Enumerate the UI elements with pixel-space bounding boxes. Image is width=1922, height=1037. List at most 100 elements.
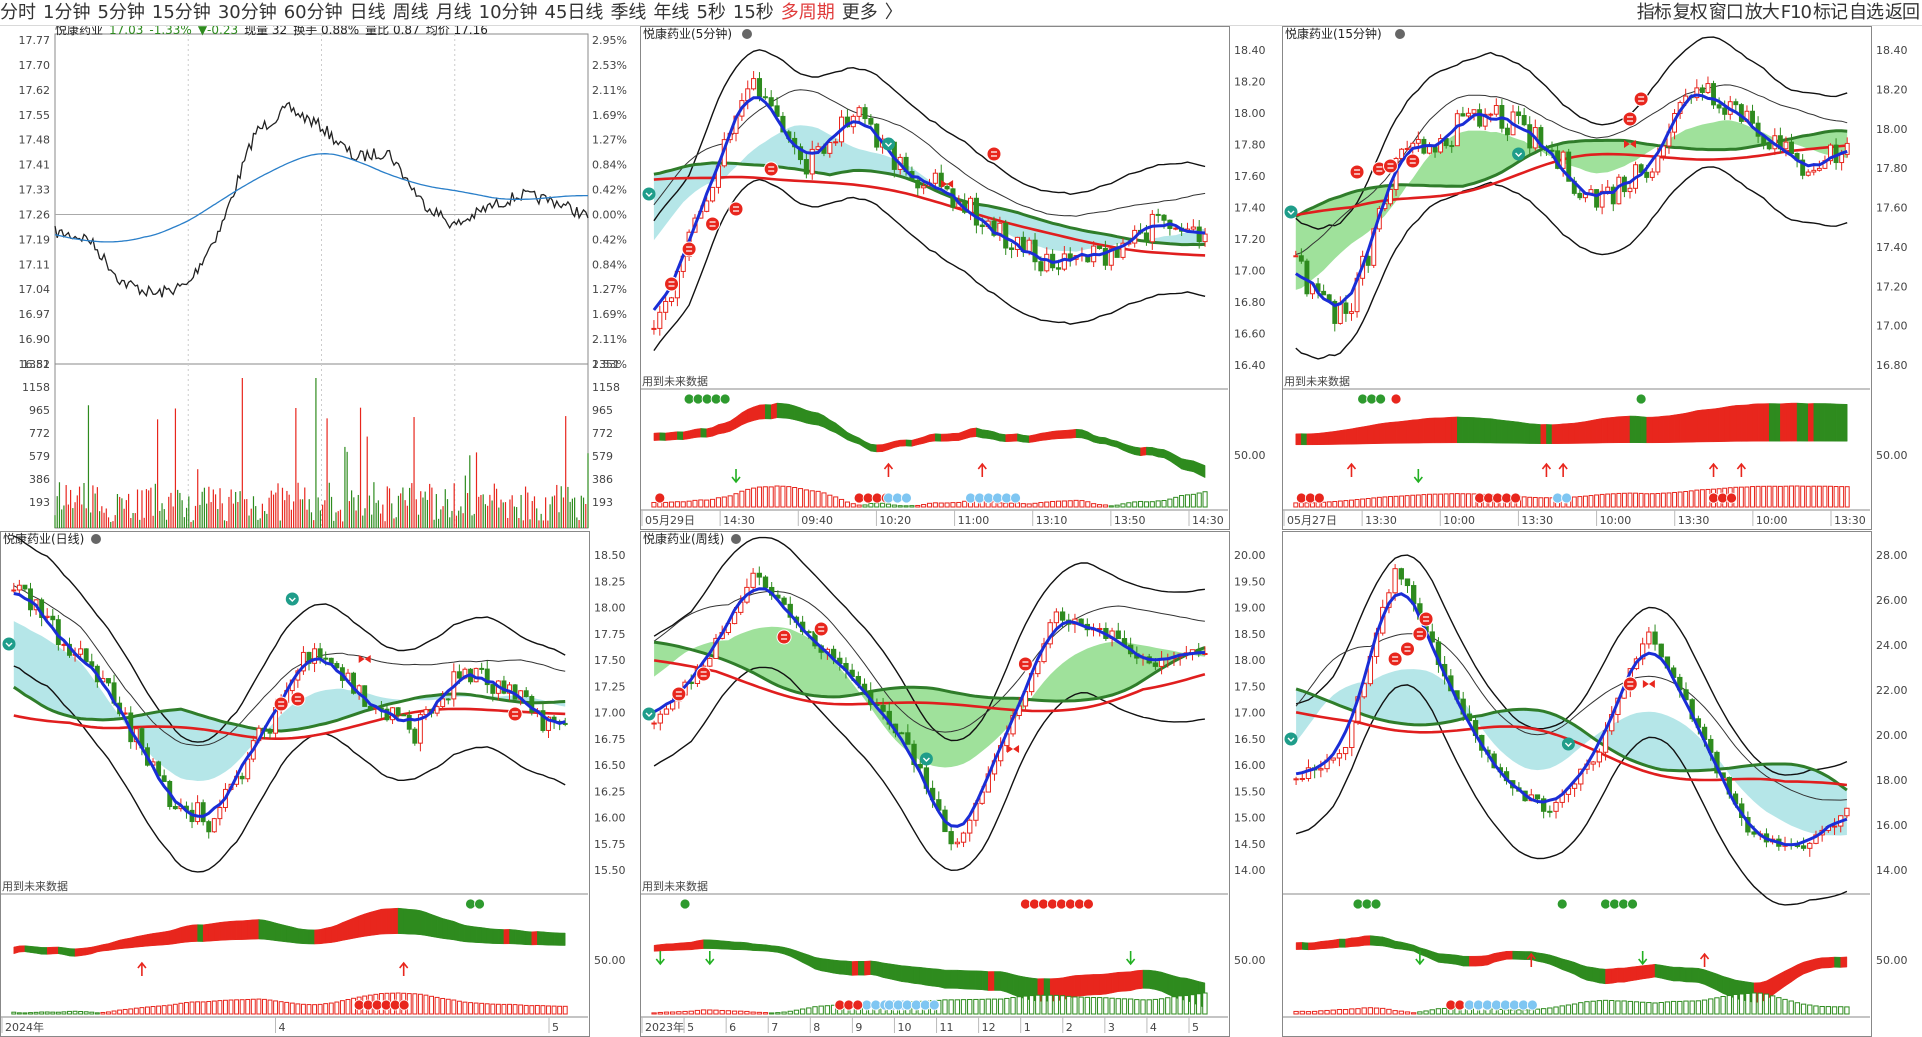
period-tab-17[interactable]: 〉	[884, 2, 903, 23]
period-tab-0[interactable]: 分时	[0, 2, 36, 23]
butterfly-icon	[1007, 745, 1020, 753]
histogram-bar	[1584, 1001, 1590, 1015]
oscillator-band	[1034, 432, 1042, 443]
signal-chip	[843, 999, 855, 1011]
period-tab-7[interactable]: 周线	[392, 2, 429, 23]
period-tab-12[interactable]: 年线	[653, 2, 690, 23]
histogram-bar	[674, 501, 680, 508]
candle-body	[412, 728, 418, 744]
up-arrow-icon	[1526, 952, 1536, 967]
tool-button-1[interactable]: 复权	[1672, 2, 1708, 23]
histogram-bar	[1776, 997, 1782, 1015]
oscillator-band	[817, 412, 825, 428]
histogram-bar	[345, 999, 351, 1015]
panel-upper-band	[1295, 554, 1848, 776]
oscillator-band	[342, 919, 349, 941]
oscillator-band	[1340, 429, 1347, 445]
histogram-bar	[289, 1002, 295, 1015]
signal-chip	[1375, 393, 1387, 405]
candle-body	[1828, 144, 1833, 162]
signal-chip	[1038, 898, 1049, 910]
period-tab-14[interactable]: 15秒	[732, 2, 774, 23]
period-tab-4[interactable]: 30分钟	[217, 2, 277, 23]
tool-button-3[interactable]: 放大	[1744, 2, 1780, 23]
histogram-bar	[1373, 1007, 1380, 1015]
oscillator-band	[1080, 974, 1088, 997]
signal-chip	[871, 492, 883, 504]
buy-signal-icon	[919, 752, 933, 766]
period-tab-9[interactable]: 10分钟	[478, 2, 538, 23]
buy-signal-glyph	[1564, 742, 1572, 747]
period-tab-6[interactable]: 日线	[349, 2, 386, 23]
period-tab-11[interactable]: 季线	[610, 2, 647, 23]
panel-y-tick: 14.50	[1234, 838, 1266, 851]
histogram-bar	[1298, 502, 1304, 508]
period-tab-1[interactable]: 1分钟	[43, 2, 91, 23]
oscillator-band	[1128, 445, 1135, 456]
period-tab-5[interactable]: 60分钟	[283, 2, 343, 23]
oscillator-band	[800, 407, 807, 424]
histogram-bar	[557, 1005, 563, 1015]
panel-mid-band	[653, 89, 1206, 217]
signal-chip	[710, 393, 722, 405]
candle-body	[1299, 777, 1305, 780]
oscillator-band	[895, 964, 902, 982]
oscillator-band	[1363, 935, 1371, 946]
period-tab-10[interactable]: 45日线	[544, 2, 604, 23]
period-tab-2[interactable]: 5分钟	[97, 2, 145, 23]
histogram-bar	[806, 1007, 812, 1015]
histogram-bar	[1714, 997, 1720, 1015]
oscillator-band	[1308, 942, 1315, 951]
histogram-bar	[973, 998, 979, 1015]
histogram-bar	[839, 498, 845, 508]
oscillator-band	[889, 963, 896, 981]
oscillator-band	[186, 924, 193, 943]
panel-cloud	[654, 626, 1205, 768]
oscillator-band	[1685, 411, 1692, 443]
oscillator-band	[1630, 966, 1637, 982]
period-tab-13[interactable]: 5秒	[696, 2, 726, 23]
candle-body	[1660, 145, 1666, 157]
period-tab-15[interactable]: 多周期	[780, 2, 835, 23]
oscillator-band	[247, 919, 254, 940]
histogram-bar	[1516, 1009, 1522, 1015]
oscillator-band	[940, 433, 948, 442]
tool-button-7[interactable]: 返回	[1885, 2, 1920, 23]
histogram-bar	[1103, 997, 1109, 1015]
down-arrow-icon	[1126, 951, 1136, 966]
histogram-bar	[686, 500, 692, 508]
candle-body	[1466, 112, 1471, 117]
candle-body	[1120, 242, 1126, 258]
oscillator-band	[1444, 953, 1452, 965]
panel-settings-icon	[742, 29, 752, 39]
histogram-bar	[1443, 493, 1449, 508]
intraday-price-tick: 16.82	[19, 358, 51, 371]
oscillator-band	[1590, 419, 1597, 444]
oscillator-band	[715, 939, 723, 950]
histogram-bar	[1038, 502, 1044, 508]
candle-body	[1493, 105, 1499, 115]
period-tab-3[interactable]: 15分钟	[151, 2, 211, 23]
candle-body	[172, 805, 178, 810]
panel-x-tick: 2024年	[5, 1020, 44, 1034]
candle-body	[1766, 143, 1772, 150]
histogram-bar	[512, 1004, 518, 1015]
panel-upper-band	[653, 49, 1206, 222]
histogram-bar	[1757, 992, 1763, 1015]
oscillator-band	[269, 921, 276, 942]
oscillator-band	[1546, 424, 1553, 444]
histogram-bar	[1003, 502, 1009, 508]
period-tab-16[interactable]: 更多	[841, 2, 878, 23]
signal-chip	[1074, 898, 1085, 910]
oscillator-band	[970, 427, 977, 438]
tool-button-4[interactable]: F10	[1780, 2, 1812, 23]
histogram-bar	[668, 501, 675, 508]
tool-button-2[interactable]: 窗口	[1708, 2, 1744, 23]
period-tab-8[interactable]: 月线	[435, 2, 472, 23]
tool-button-6[interactable]: 自选	[1849, 2, 1884, 23]
oscillator-band	[981, 970, 989, 991]
candle-body	[334, 662, 340, 669]
tool-button-5[interactable]: 标记	[1813, 2, 1848, 23]
candle-body	[1388, 188, 1393, 205]
tool-button-0[interactable]: 指标	[1636, 2, 1672, 23]
